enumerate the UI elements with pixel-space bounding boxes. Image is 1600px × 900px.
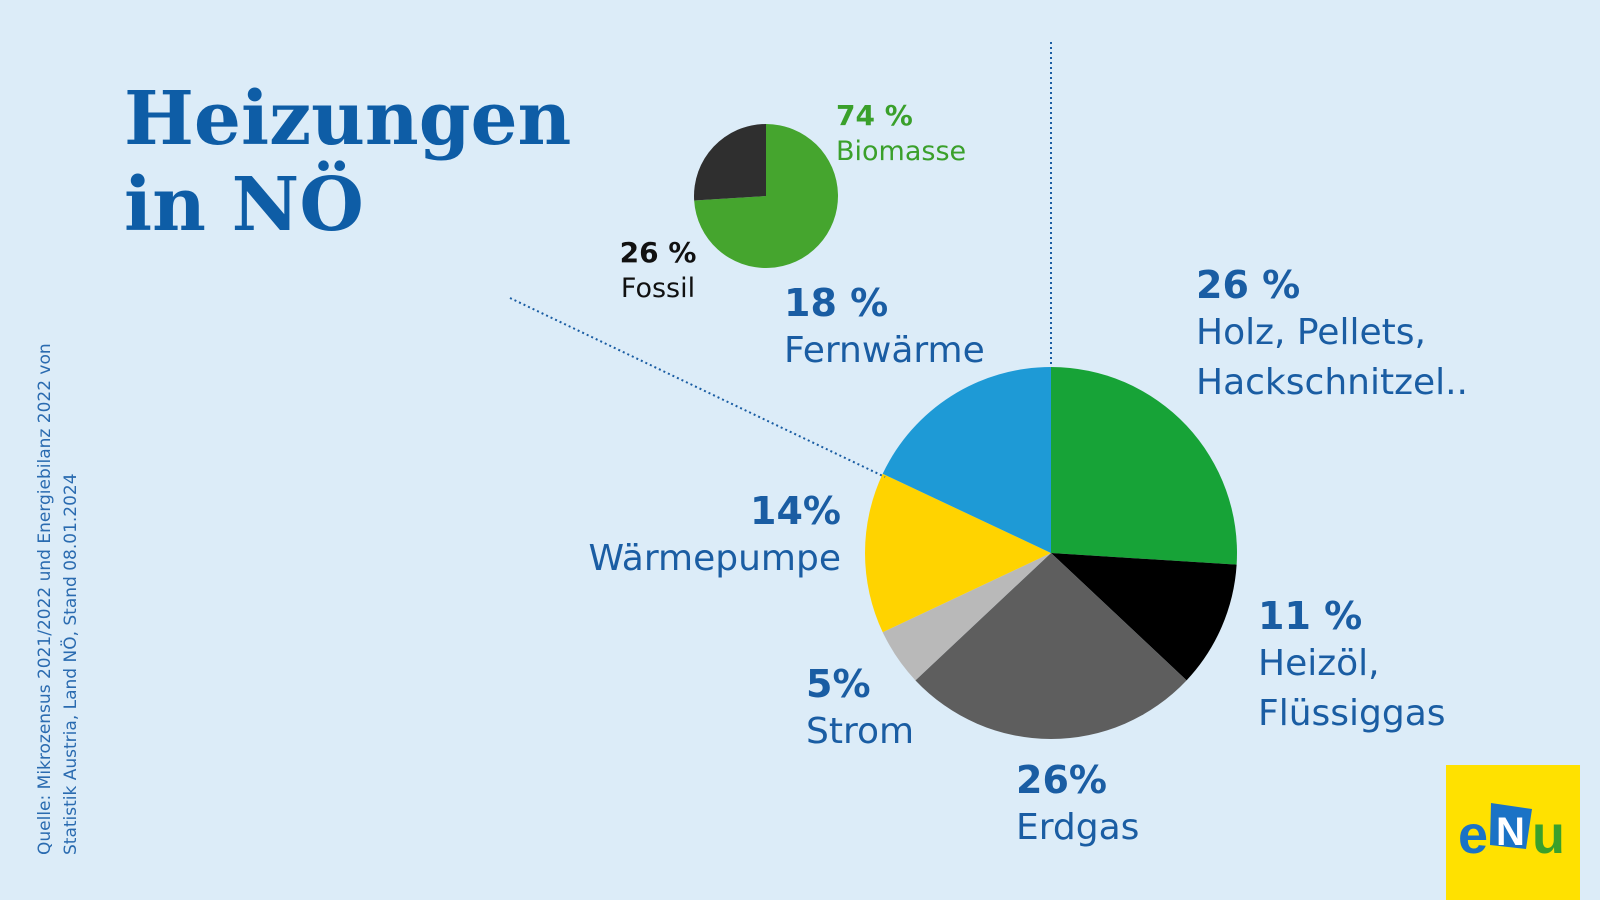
main-slice-fernwärme (882, 367, 1051, 553)
label-holz-name: Holz, Pellets, Hackschnitzel.. (1196, 312, 1469, 403)
small-slice-fossil (694, 124, 766, 201)
label-biomasse-value: 74 % (836, 99, 913, 132)
label-erdgas-value: 26% (1016, 758, 1107, 802)
label-strom-value: 5% (806, 662, 871, 706)
label-waermepumpe-value: 14% (750, 489, 841, 533)
label-heizoel: 11 % Heizöl, Flüssiggas (1258, 593, 1446, 739)
main-slice-heizöl-flüssiggas (1051, 553, 1237, 681)
main-slice-holz-pellets-hackschnitzel (1051, 367, 1237, 565)
label-heizoel-value: 11 % (1258, 594, 1363, 638)
label-fossil-name: Fossil (620, 273, 696, 304)
label-waermepumpe: 14% Wärmepumpe (578, 488, 841, 584)
main-slice-strom (882, 553, 1051, 681)
main-slice-erdgas (915, 553, 1187, 739)
star-icon (1490, 803, 1532, 849)
label-strom: 5% Strom (806, 661, 914, 757)
label-fernwaerme: 18 % Fernwärme (784, 280, 985, 376)
label-fernwaerme-name: Fernwärme (784, 330, 985, 371)
title-line-1: Heizungen (124, 76, 572, 162)
enu-logo-e: e (1458, 805, 1488, 865)
label-fossil-value: 26 % (619, 236, 697, 269)
label-waermepumpe-name: Wärmepumpe (588, 538, 841, 579)
main-slice-wärmepumpe (864, 473, 1051, 633)
title-line-2: in NÖ (124, 162, 364, 248)
label-heizoel-name: Heizöl, Flüssiggas (1258, 643, 1446, 734)
label-biomasse: 74 % Biomasse (836, 98, 966, 170)
label-holz: 26 % Holz, Pellets, Hackschnitzel.. (1196, 262, 1496, 408)
enu-logo-u: u (1532, 805, 1565, 865)
chart-title: Heizungen in NÖ (124, 76, 571, 248)
label-erdgas: 26% Erdgas (1016, 757, 1139, 853)
main-pie (864, 367, 1237, 739)
label-erdgas-name: Erdgas (1016, 807, 1140, 848)
label-fossil: 26 % Fossil (606, 235, 710, 307)
enu-logo-graphic: e N u (1458, 803, 1565, 865)
small-slice-biomasse (694, 124, 838, 268)
label-biomasse-name: Biomasse (836, 136, 967, 167)
label-holz-value: 26 % (1196, 263, 1301, 307)
label-strom-name: Strom (806, 711, 915, 752)
enu-logo-n: N (1496, 810, 1525, 854)
label-fernwaerme-value: 18 % (784, 281, 889, 325)
enu-logo: e N u (1446, 765, 1580, 900)
biomass-fossil-pie (694, 124, 838, 268)
dotted-diagonal-line (509, 297, 886, 478)
